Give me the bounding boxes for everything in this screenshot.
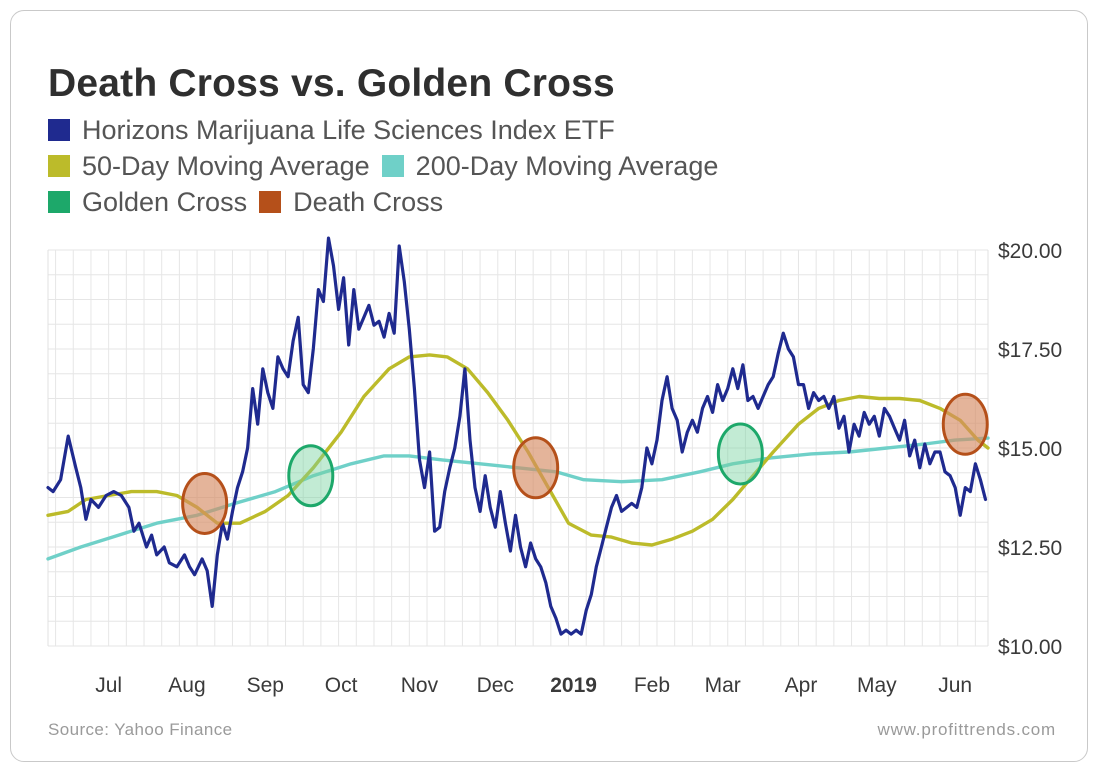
legend: Horizons Marijuana Life Sciences Index E… — [48, 112, 730, 220]
legend-swatch-ma50 — [48, 155, 70, 177]
x-tick-label: Apr — [785, 674, 818, 697]
source-note: Source: Yahoo Finance — [48, 720, 233, 739]
chart-title: Death Cross vs. Golden Cross — [48, 62, 615, 105]
x-tick-label: Sep — [247, 674, 284, 697]
series-layer — [46, 236, 990, 636]
legend-label-ma50: 50-Day Moving Average — [82, 150, 370, 181]
legend-item-death: Death Cross — [259, 187, 443, 218]
x-tick-label: Oct — [325, 674, 358, 697]
golden-cross-marker — [287, 444, 335, 508]
axes: $20.00 $17.50 $15.00 $12.50 $10.00 Jul Aug Sep O… — [95, 240, 1062, 697]
etf-price-line — [46, 236, 988, 636]
x-tick-label: May — [857, 674, 897, 697]
legend-label-etf: Horizons Marijuana Life Sciences Index E… — [82, 114, 615, 145]
legend-swatch-etf — [48, 119, 70, 141]
legend-row: 50-Day Moving Average 200-Day Moving Ave… — [48, 148, 730, 184]
legend-swatch-golden — [48, 191, 70, 213]
legend-row: Horizons Marijuana Life Sciences Index E… — [48, 112, 730, 148]
legend-item-ma50: 50-Day Moving Average — [48, 151, 370, 182]
golden-cross-marker — [716, 422, 764, 486]
site-url: www.profittrends.com — [877, 720, 1056, 739]
legend-label-golden: Golden Cross — [82, 186, 248, 217]
x-tick-label: Nov — [401, 674, 439, 697]
death-cross-marker — [181, 471, 229, 535]
y-tick-label: $20.00 — [998, 240, 1062, 263]
x-tick-label: Dec — [477, 674, 514, 697]
x-tick-label: Jun — [938, 674, 972, 697]
x-tick-label: Aug — [168, 674, 205, 697]
legend-item-golden: Golden Cross — [48, 187, 247, 218]
death-cross-marker — [512, 436, 560, 500]
x-tick-label: Jul — [95, 674, 122, 697]
chart-card — [10, 10, 1088, 762]
legend-swatch-death — [259, 191, 282, 213]
death-cross-marker — [941, 392, 989, 456]
x-tick-label: 2019 — [550, 674, 597, 697]
y-tick-label: $10.00 — [998, 636, 1062, 659]
legend-item-etf: Horizons Marijuana Life Sciences Index E… — [48, 115, 615, 146]
x-tick-label: Feb — [634, 674, 670, 697]
legend-row: Golden Cross Death Cross — [48, 184, 730, 220]
cross-markers — [181, 392, 989, 535]
legend-swatch-ma200 — [381, 155, 404, 177]
x-tick-label: Mar — [705, 674, 741, 697]
legend-label-ma200: 200-Day Moving Average — [415, 150, 719, 181]
legend-item-ma200: 200-Day Moving Average — [381, 150, 719, 182]
y-tick-label: $17.50 — [998, 339, 1062, 362]
y-tick-label: $12.50 — [998, 537, 1062, 560]
legend-label-death: Death Cross — [293, 186, 444, 217]
y-tick-label: $15.00 — [998, 438, 1062, 461]
